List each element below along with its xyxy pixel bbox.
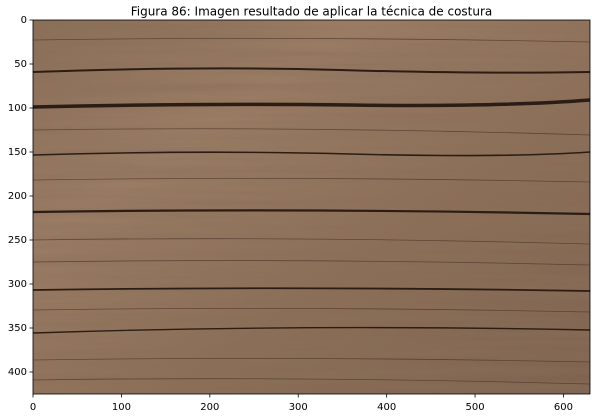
- x-tick-label: 400: [377, 402, 396, 413]
- x-tick-label: 100: [112, 402, 131, 413]
- y-tick-label: 100: [8, 103, 27, 114]
- x-tick-label: 600: [554, 402, 573, 413]
- y-tick-label: 50: [14, 59, 27, 70]
- y-tick-label: 200: [8, 191, 27, 202]
- x-tick-label: 300: [289, 402, 308, 413]
- chart-title: Figura 86: Imagen resultado de aplicar l…: [131, 5, 493, 19]
- y-tick-label: 400: [8, 367, 27, 378]
- plot-frame: [32, 19, 591, 395]
- y-tick-label: 350: [8, 323, 27, 334]
- y-tick-label: 0: [21, 15, 27, 26]
- x-tick-label: 200: [200, 402, 219, 413]
- x-tick-label: 0: [30, 402, 36, 413]
- wood-image: [33, 20, 590, 394]
- x-tick-label: 500: [466, 402, 485, 413]
- y-tick-label: 150: [8, 147, 27, 158]
- y-tick-label: 250: [8, 235, 27, 246]
- y-tick-label: 300: [8, 279, 27, 290]
